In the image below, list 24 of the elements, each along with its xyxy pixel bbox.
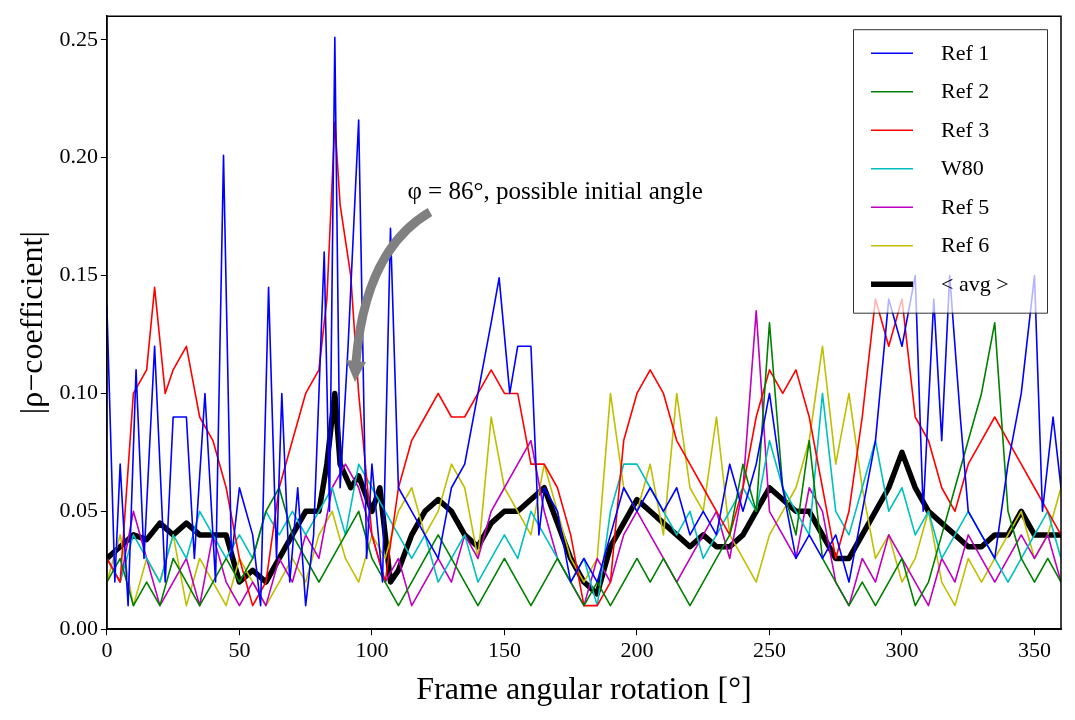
y-tick-label: 0.25 [59, 25, 98, 51]
y-tick-label: 0.20 [59, 143, 98, 169]
x-tick-label: 150 [487, 637, 521, 663]
y-tick-label: 0.10 [59, 379, 98, 405]
y-tick-label: 0.05 [59, 497, 98, 523]
y-axis-title: |ρ−coefficient| [12, 231, 49, 415]
legend-label: Ref 6 [941, 232, 990, 258]
x-axis-title: Frame angular rotation [°] [416, 670, 752, 707]
legend-label: Ref 3 [941, 116, 990, 142]
legend-label: Ref 1 [941, 39, 990, 65]
y-tick-label: 0.15 [59, 261, 98, 287]
legend-label: < avg > [941, 270, 1009, 296]
annotation: φ = 86°, possible initial angle [407, 176, 703, 204]
x-tick-label: 50 [228, 637, 251, 663]
x-tick-label: 0 [101, 637, 113, 663]
legend-label: W80 [941, 155, 984, 181]
x-tick-label: 200 [620, 637, 654, 663]
y-tick-label: 0.00 [59, 614, 98, 640]
x-tick-label: 100 [355, 637, 389, 663]
legend-label: Ref 2 [941, 78, 990, 104]
legend-label: Ref 5 [941, 193, 990, 219]
x-tick-label: 300 [885, 637, 919, 663]
x-tick-label: 250 [752, 637, 786, 663]
x-tick-label: 350 [1018, 637, 1051, 663]
